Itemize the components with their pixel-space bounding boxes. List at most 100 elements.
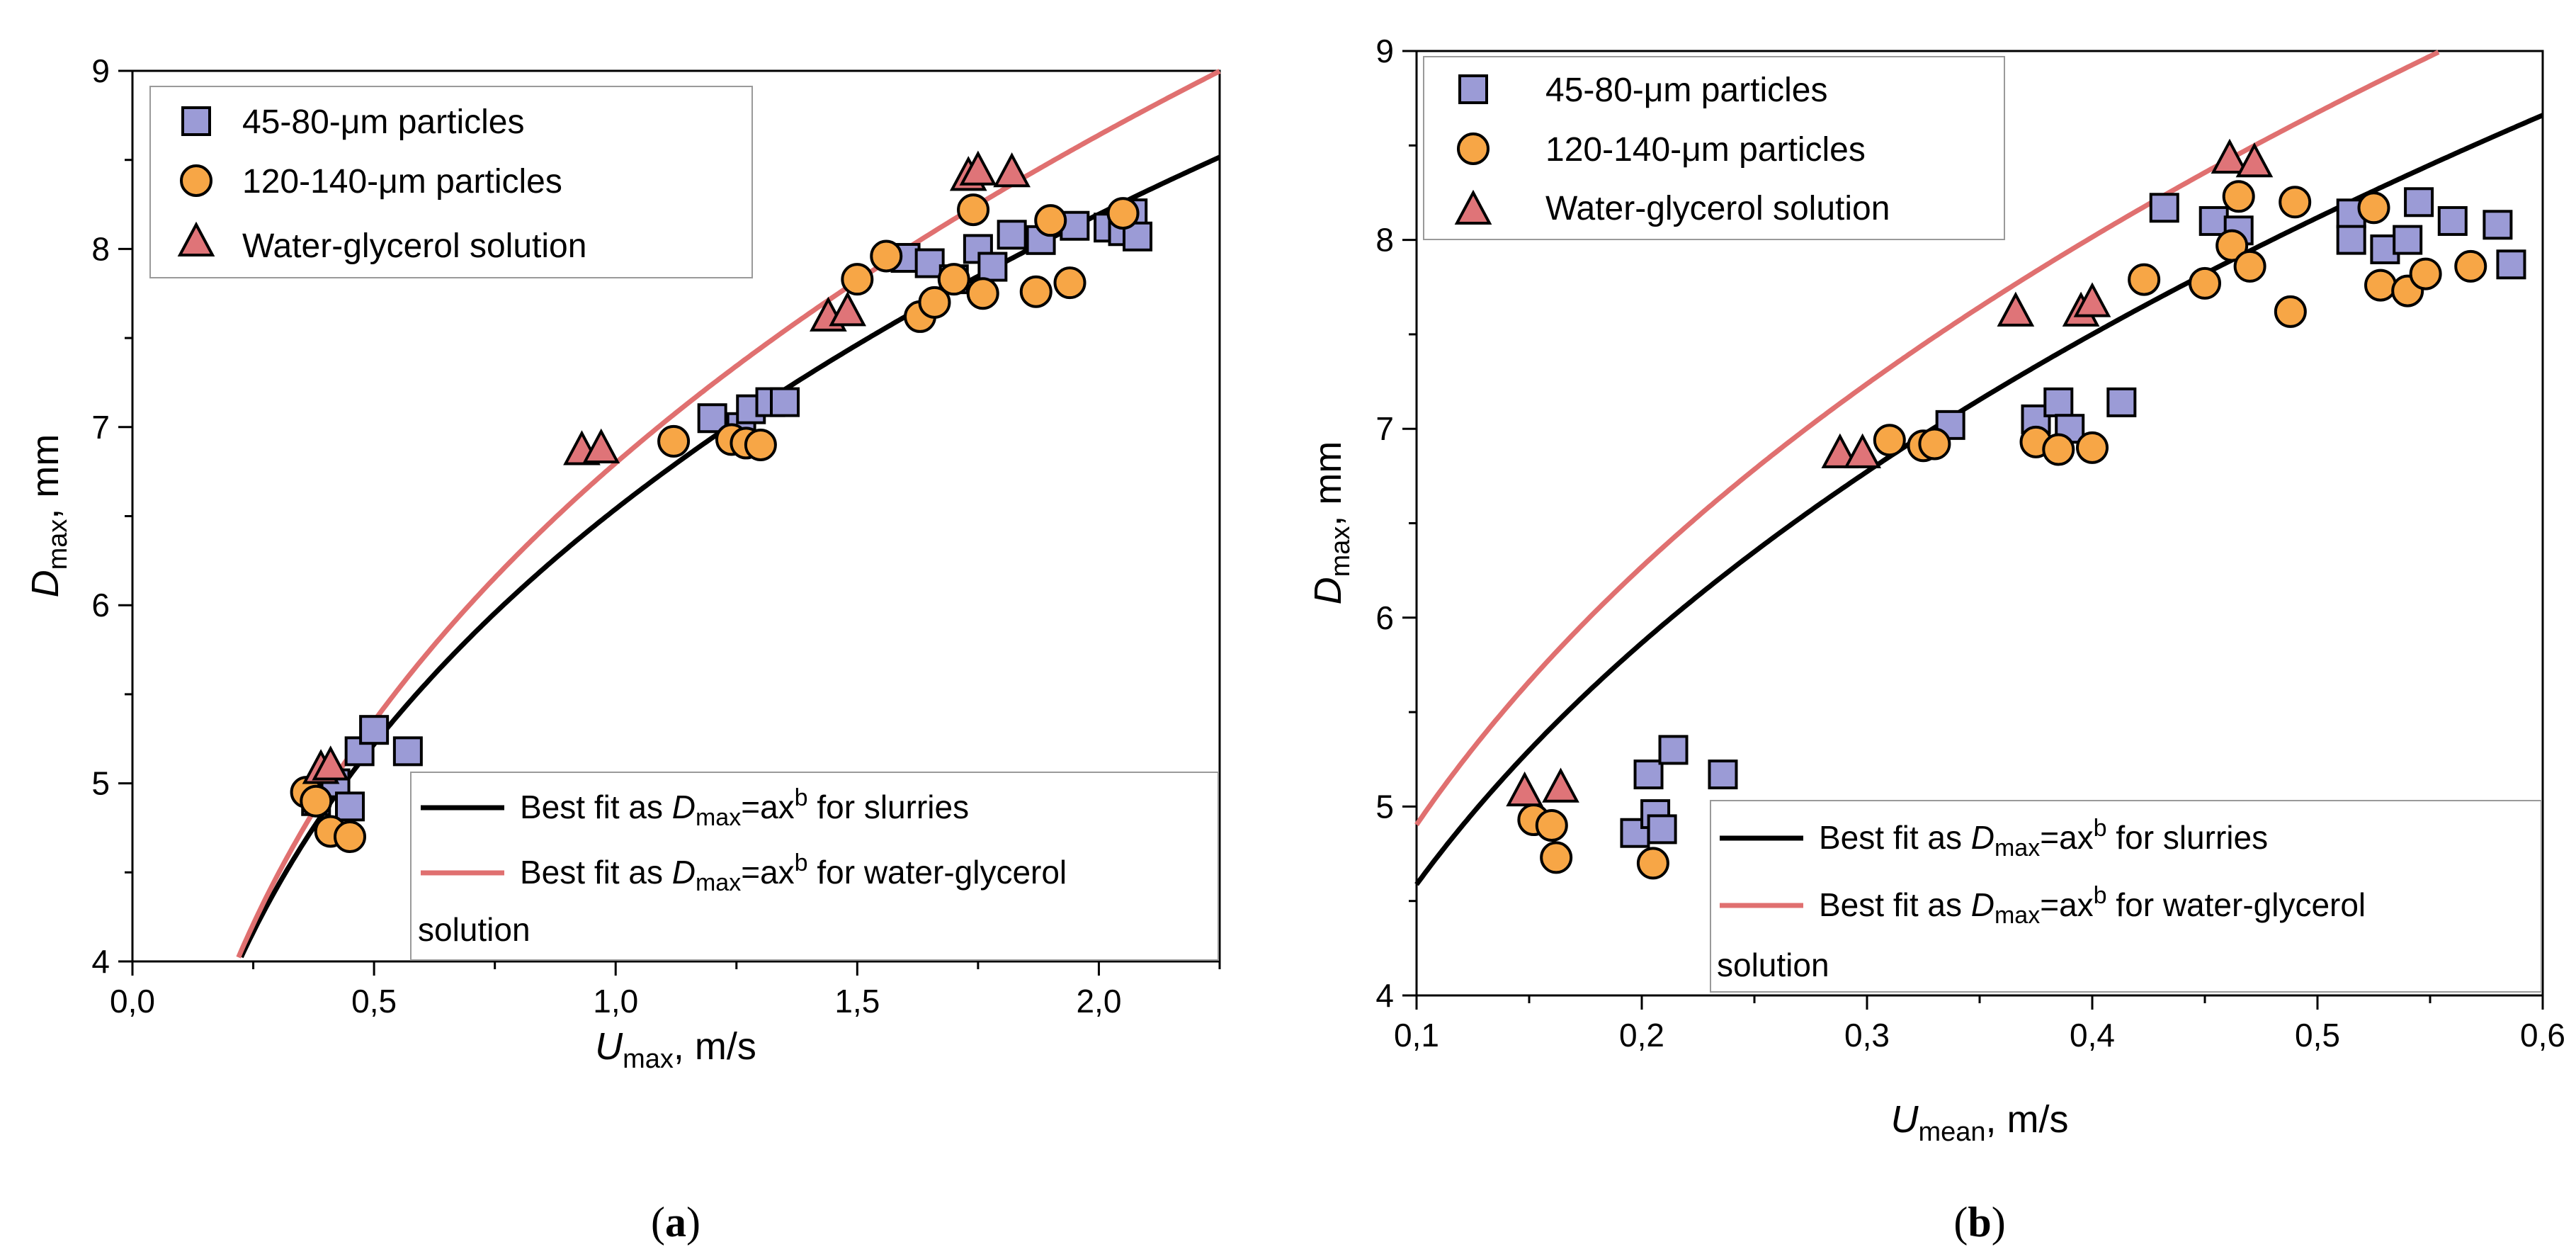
- point-circle-b: [2357, 191, 2390, 225]
- series-legend-a: 45-80-μm particles 120-140-μm particles …: [149, 86, 753, 278]
- point-circle-a: [966, 277, 999, 310]
- point-triangle-b: [1821, 433, 1859, 468]
- x-tick-label-b: 0,1: [1394, 1017, 1439, 1054]
- point-circle-b: [2274, 295, 2307, 328]
- point-triangle-b: [1506, 771, 1543, 807]
- point-circle-b: [1535, 809, 1568, 842]
- legend-label-circle-a: 120-140-μm particles: [242, 163, 562, 201]
- panel-label-b: (b): [1953, 1199, 2005, 1246]
- point-circle-a: [841, 263, 874, 296]
- x-tick-label-a: 0,5: [351, 983, 397, 1020]
- y-tick-label-a: 8: [91, 230, 110, 267]
- fit-legend-label-glycerol-line2-a: solution: [418, 911, 530, 948]
- y-tick-label-a: 4: [91, 943, 110, 980]
- data-points-a: [290, 150, 1153, 854]
- point-square-b: [1647, 814, 1677, 845]
- y-tick-label-b: 9: [1375, 33, 1394, 69]
- series-legend-box-a: [149, 86, 753, 278]
- x-tick-label-b: 0,3: [1844, 1017, 1890, 1054]
- y-tick-label-a: 9: [91, 52, 110, 89]
- fit-legend-label-slurry-a: Best fit as Dmax=axb for slurries: [520, 784, 969, 831]
- series-legend-box-b: [1423, 56, 2005, 240]
- legend-marker-triangle-b: [1454, 189, 1492, 225]
- legend-marker-triangle-a: [177, 221, 215, 256]
- point-square-b: [2483, 210, 2513, 240]
- y-tick-label-a: 5: [91, 765, 110, 802]
- point-square-b: [2336, 225, 2366, 255]
- point-circle-a: [657, 424, 691, 458]
- fit-legend-a: Best fit as Dmax=axb for slurries Best f…: [410, 772, 1219, 961]
- x-axis-label-a: Umax, m/s: [595, 1025, 756, 1074]
- y-axis-label-a: Dmax, mm: [24, 434, 73, 598]
- x-axis-label-b: Umean, m/s: [1890, 1098, 2068, 1147]
- fit-legend-label-slurry-b: Best fit as Dmax=axb for slurries: [1819, 815, 2268, 862]
- chart-b: 0,1 0,2 0,3 0,4 0,5 0,6 4 5 6 7 8 9 Umean, m/s Dmax…: [1307, 33, 2565, 1246]
- point-square-b: [2437, 205, 2468, 236]
- series-legend-b: 45-80-μm particles 120-140-μm particles …: [1423, 56, 2005, 240]
- point-circle-b: [1540, 841, 1573, 874]
- point-circle-b: [2128, 263, 2161, 296]
- point-triangle-a: [582, 428, 620, 463]
- point-circle-b: [2233, 249, 2266, 283]
- data-points-b: [1506, 138, 2526, 880]
- y-tick-label-a: 7: [91, 409, 110, 446]
- point-square-a: [770, 387, 800, 417]
- point-circle-b: [2364, 269, 2398, 302]
- fit-curve-glycerol-b: [1414, 50, 2440, 827]
- fit-legend-box-b: [1710, 800, 2542, 993]
- point-circle-a: [334, 820, 366, 854]
- point-circle-a: [300, 784, 333, 818]
- point-square-b: [1633, 760, 1664, 790]
- point-circle-b: [1636, 847, 1669, 880]
- x-tick-label-a: 1,0: [593, 983, 638, 1020]
- point-triangle-b: [1844, 433, 1881, 468]
- point-circle-a: [744, 428, 777, 461]
- point-circle-a: [870, 239, 903, 273]
- point-square-a: [997, 220, 1027, 250]
- point-triangle-b: [1542, 767, 1579, 803]
- legend-marker-circle-a: [180, 164, 212, 197]
- point-square-b: [2149, 193, 2179, 223]
- point-triangle-a: [993, 152, 1031, 188]
- point-circle-b: [2215, 229, 2249, 262]
- fit-legend-label-glycerol-a: Best fit as Dmax=axb for water-glycerol: [520, 849, 1067, 896]
- y-axis-label-b: Dmax, mm: [1307, 441, 1356, 605]
- x-tick-label-b: 0,5: [2295, 1017, 2340, 1054]
- x-tick-label-b: 0,6: [2520, 1017, 2565, 1054]
- legend-label-circle-b: 120-140-μm particles: [1545, 131, 1866, 169]
- axes-a: 0,0 0,5 1,0 1,5 2,0 4 5 6 7 8 9: [91, 52, 1221, 1020]
- x-tick-label-b: 0,2: [1619, 1017, 1664, 1054]
- point-circle-b: [2454, 249, 2487, 283]
- point-circle-b: [2076, 431, 2109, 464]
- point-triangle-b: [2073, 282, 2111, 317]
- point-square-b: [1708, 760, 1738, 790]
- point-triangle-b: [2235, 142, 2274, 178]
- legend-marker-square-a: [181, 106, 211, 136]
- point-circle-b: [2222, 180, 2255, 213]
- point-circle-b: [2189, 266, 2221, 300]
- x-tick-label-a: 0,0: [110, 983, 155, 1020]
- point-square-a: [359, 715, 390, 745]
- fit-legend-label-glycerol-line2-b: solution: [1717, 947, 1829, 983]
- fit-curve-glycerol-a: [236, 69, 1221, 959]
- y-tick-label-b: 5: [1375, 788, 1394, 825]
- x-tick-label-a: 1,5: [834, 983, 880, 1020]
- point-triangle-a: [312, 745, 350, 781]
- point-square-b: [2043, 387, 2074, 417]
- point-square-b: [2496, 249, 2526, 280]
- x-tick-label-b: 0,4: [2070, 1017, 2115, 1054]
- point-square-a: [914, 248, 945, 278]
- point-square-b: [2404, 187, 2434, 218]
- panel-label-a: (a): [651, 1199, 700, 1246]
- point-circle-b: [2042, 433, 2075, 466]
- y-tick-label-b: 7: [1375, 410, 1394, 447]
- point-circle-b: [1918, 427, 1951, 461]
- point-square-b: [2198, 205, 2229, 236]
- point-triangle-b: [1997, 291, 2035, 327]
- point-triangle-a: [959, 150, 997, 186]
- y-tick-label-b: 6: [1375, 599, 1394, 636]
- x-tick-label-a: 2,0: [1076, 983, 1121, 1020]
- point-circle-a: [1106, 197, 1140, 230]
- legend-label-triangle-a: Water-glycerol solution: [242, 227, 586, 265]
